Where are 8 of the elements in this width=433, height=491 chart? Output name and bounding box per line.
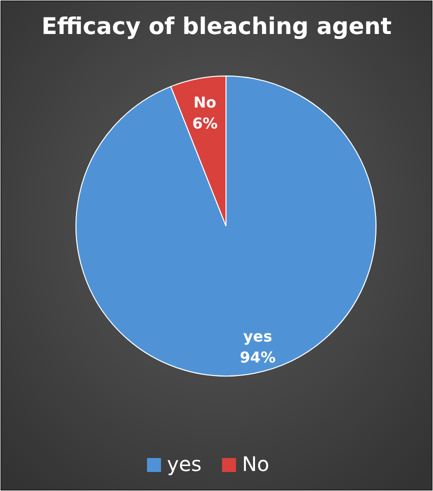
slice-label: yes [167,452,202,476]
data-label: 94% [240,348,276,366]
legend-label: No [242,452,270,476]
pie-slice [76,76,376,376]
chart-title: Efficacy of bleaching agent [41,14,392,40]
data-label: 6% [192,114,218,132]
slice-label: yes [243,327,272,346]
slice-label: No [193,93,216,112]
